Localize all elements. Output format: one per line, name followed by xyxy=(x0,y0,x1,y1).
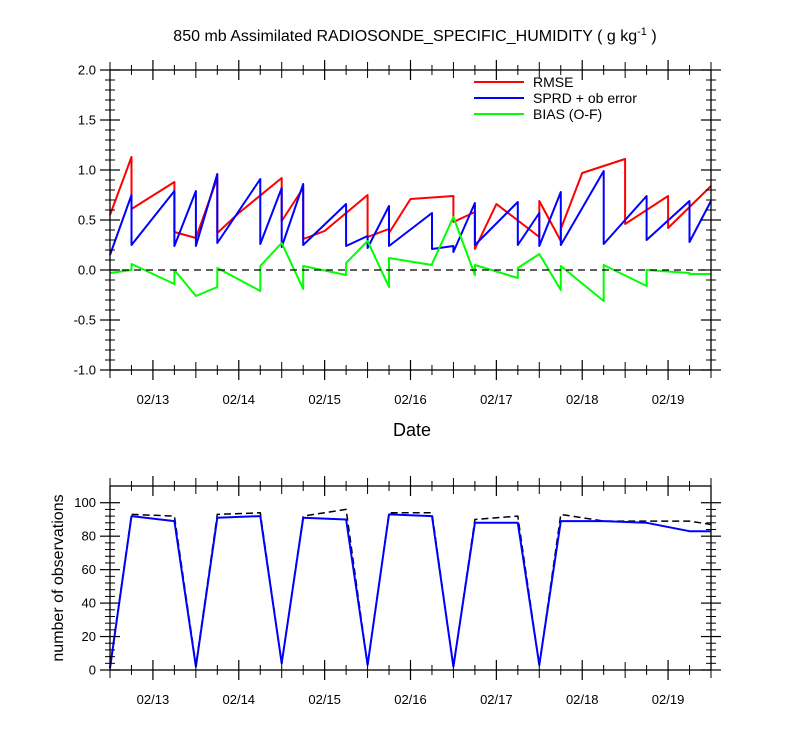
legend-label-0: RMSE xyxy=(533,74,573,90)
x-tick-label: 02/17 xyxy=(480,392,513,407)
y-tick-label: -1.0 xyxy=(74,363,96,378)
x-tick-label: 02/13 xyxy=(137,392,170,407)
x-tick-label: 02/15 xyxy=(308,692,341,707)
y-tick-label: 20 xyxy=(82,629,96,644)
chart-title-main: 850 mb Assimilated RADIOSONDE_SPECIFIC_H… xyxy=(173,28,637,45)
x-tick-label: 02/14 xyxy=(223,692,256,707)
top-plot-frame xyxy=(109,69,712,371)
top-ticks-group: -1.0 -0.5 0.0 0.5 1.0 1.5 2.0 02/13 02/14 02/15 02… xyxy=(74,60,721,407)
y-tick-label: 0 xyxy=(89,663,96,678)
chart-title-superscript: -1 xyxy=(637,26,647,38)
bottom-ticks-group: 0 20 40 60 80 100 02/13 02/14 02/15 02/16 02/17 02/… xyxy=(74,476,721,707)
x-tick-label: 02/18 xyxy=(566,392,599,407)
y-axis-label: number of observations xyxy=(50,494,67,661)
chart-title-suffix: ) xyxy=(647,28,657,45)
y-tick-label: 40 xyxy=(82,596,96,611)
y-tick-label: 0.0 xyxy=(78,263,96,278)
bot-series-line-1 xyxy=(109,513,711,669)
top-series-line-2 xyxy=(109,216,711,302)
x-tick-label: 02/19 xyxy=(652,692,685,707)
y-tick-label: 60 xyxy=(82,562,96,577)
x-tick-label: 02/15 xyxy=(308,392,341,407)
x-tick-label: 02/18 xyxy=(566,692,599,707)
x-tick-label: 02/19 xyxy=(652,392,685,407)
x-tick-label: 02/14 xyxy=(223,392,256,407)
y-tick-label: -0.5 xyxy=(74,313,96,328)
y-tick-label: 1.0 xyxy=(78,163,96,178)
x-tick-label: 02/16 xyxy=(394,692,427,707)
bottom-series-group xyxy=(109,508,712,669)
chart-title: 850 mb Assimilated RADIOSONDE_SPECIFIC_H… xyxy=(173,26,656,45)
x-tick-label: 02/13 xyxy=(137,692,170,707)
y-tick-label: 80 xyxy=(82,529,96,544)
x-tick-label: 02/16 xyxy=(394,392,427,407)
bottom-plot: 0 20 40 60 80 100 02/13 02/14 02/15 02/16 02/17 02/… xyxy=(50,476,721,707)
top-series-line-1 xyxy=(109,170,712,256)
top-series-group xyxy=(109,156,712,302)
x-axis-label: Date xyxy=(393,420,431,440)
x-tick-label: 02/17 xyxy=(480,692,513,707)
legend-label-2: BIAS (O-F) xyxy=(533,106,602,122)
legend-label-1: SPRD + ob error xyxy=(533,90,637,106)
y-tick-label: 0.5 xyxy=(78,213,96,228)
top-plot: -1.0 -0.5 0.0 0.5 1.0 1.5 2.0 02/13 02/14 02/15 02… xyxy=(74,60,721,440)
y-tick-label: 2.0 xyxy=(78,63,96,78)
y-tick-label: 100 xyxy=(74,495,96,510)
y-tick-label: 1.5 xyxy=(78,113,96,128)
